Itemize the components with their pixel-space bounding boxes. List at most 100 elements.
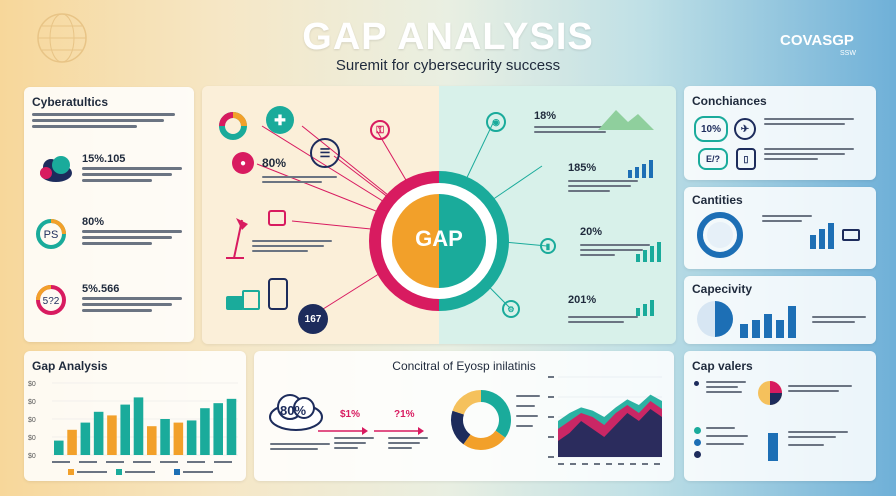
bar (80, 422, 91, 455)
gap-label: GAP (415, 226, 463, 251)
bar (107, 415, 117, 455)
card-icon (842, 229, 860, 241)
x-tick-label (642, 463, 648, 465)
ps-badge: PS (44, 229, 59, 241)
x-tick-label (654, 463, 660, 465)
gear-icon: ⚙ (502, 300, 520, 318)
phone-icon-2: ▯ (736, 148, 756, 170)
panel-title: Capecivity (692, 282, 753, 296)
page-subtitle: Suremit for cybersecurity success (335, 57, 561, 74)
donut-slice (480, 390, 511, 438)
stat-value-3: 5%.566 (82, 283, 120, 295)
y-tick-label: $0 (28, 435, 36, 442)
y-tick-label: $0 (28, 399, 36, 406)
bar (173, 422, 184, 455)
cap-valers-pie (758, 381, 782, 405)
y-tick-label: $0 (28, 453, 36, 460)
legend-label (77, 471, 107, 473)
x-tick-label (214, 461, 232, 463)
legend-swatch (174, 469, 180, 475)
puzzle-icon: ✚ (266, 106, 294, 134)
x-tick-label (618, 463, 624, 465)
bar (186, 420, 197, 455)
page-title: GAP ANALYSIS (302, 16, 594, 58)
ring-icon: 5?2 (36, 285, 66, 315)
gap-analysis-chart-panel: Gap Analysis $0 $0 $0 $0 $0 (24, 351, 246, 481)
conctrol-value-1: $1% (340, 409, 361, 420)
x-tick-label (187, 461, 205, 463)
x-tick-label (606, 463, 612, 465)
conchiances-text-2 (764, 148, 854, 163)
conchiances-text-1 (764, 118, 854, 128)
y-tick-label: $0 (28, 381, 36, 388)
cap-valers-text-2 (788, 385, 852, 395)
ring-badge: 5?2 (43, 296, 60, 307)
cloud-icon-2 (269, 394, 323, 431)
cantities-bars (810, 223, 834, 249)
conchiances-badge-1: 10% (694, 116, 728, 142)
legend-swatch (68, 469, 74, 475)
donut-legend (516, 395, 540, 430)
bar (160, 419, 170, 455)
cyberatultics-panel: Cyberatultics 15%.105 PS 80% 5?2 5%.566 (24, 87, 194, 342)
legend-label (183, 471, 213, 473)
y-tick-label (548, 396, 554, 398)
bar (54, 440, 64, 455)
stat-value-2: 80% (82, 216, 105, 228)
capecivity-panel: Capecivity (684, 276, 876, 344)
center-stat-4: 185% (568, 162, 597, 174)
key-icon: ⚿ (370, 120, 390, 140)
cantities-text (762, 215, 812, 225)
x-tick-label (133, 461, 151, 463)
bullet (694, 427, 701, 434)
globe-icon (37, 13, 87, 63)
panel-title: Concitral of Eyosp inilatinis (392, 359, 536, 373)
panel-text (32, 113, 182, 131)
conctrol-value-2: ?1% (394, 409, 415, 420)
bullet (694, 451, 701, 458)
conctrol-text-2 (334, 437, 374, 452)
donut-slice (452, 390, 482, 415)
cap-valers-panel: Cap valers (684, 351, 876, 481)
capecivity-bars (740, 306, 796, 338)
bar (213, 403, 223, 455)
center-stat-3: 18% (534, 110, 557, 122)
brand-logo-sub: SSW (840, 50, 856, 57)
x-tick-label (582, 463, 588, 465)
x-tick-label (79, 461, 97, 463)
donut-slice (451, 410, 471, 445)
run-icon: ✈ (734, 118, 756, 140)
y-tick-label (548, 436, 554, 438)
cloud-icon (40, 156, 72, 182)
center-stat-2: 167 (298, 304, 328, 334)
panel-title: Cap valers (692, 359, 753, 373)
conchiances-panel: Conchiances 10% ✈ E/? ▯ (684, 86, 876, 180)
area-chart (548, 376, 662, 465)
donut-chart (451, 390, 511, 450)
x-tick-label (106, 461, 124, 463)
mini-bars-icon-2 (636, 242, 661, 262)
phone-icon (268, 278, 288, 310)
stat-text-2 (82, 230, 182, 248)
center-stat-1: 80% (262, 156, 287, 170)
chart-icon: ▮ (540, 238, 556, 254)
y-tick-label (548, 416, 554, 418)
mini-bars-icon-3 (636, 300, 654, 316)
center-text-2 (252, 240, 332, 255)
ps-ring-icon: PS (36, 219, 66, 249)
bar (120, 404, 130, 455)
x-tick-label (160, 461, 178, 463)
panel-title: Gap Analysis (32, 359, 108, 373)
capecivity-text (812, 316, 866, 326)
cap-valers-text-1 (706, 381, 746, 396)
grid-icon (242, 290, 260, 310)
stat-text-3 (82, 297, 182, 315)
gap-bar-chart: $0 $0 $0 $0 $0 (28, 381, 238, 475)
center-text-6 (568, 316, 638, 326)
x-tick-label (558, 463, 564, 465)
panel-title: Cantities (692, 193, 743, 207)
bar (93, 411, 104, 455)
x-tick-label (570, 463, 576, 465)
center-stat-5: 20% (580, 226, 603, 238)
flow-arrows (318, 427, 424, 435)
